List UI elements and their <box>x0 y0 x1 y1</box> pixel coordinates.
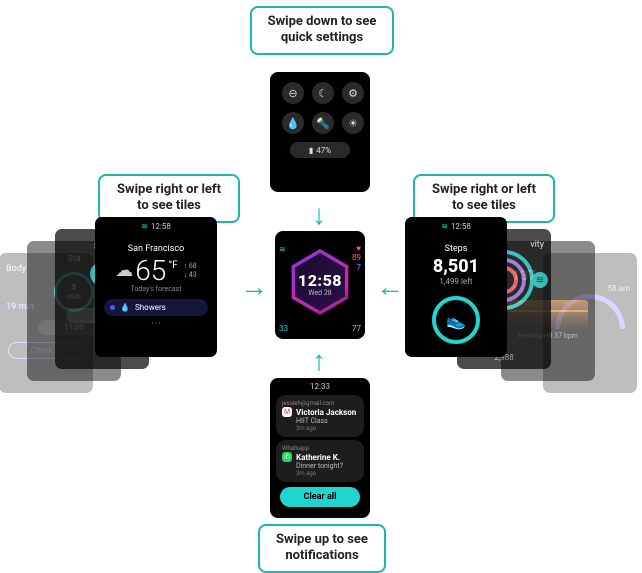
weather-hilo: ↑ 68 ↓ 43 <box>180 262 197 279</box>
gmail-icon: M <box>282 407 292 417</box>
battery-label: 47% <box>316 146 331 155</box>
wx-signal-icon: ≋ <box>141 222 148 231</box>
qs-water-button[interactable]: 💧 <box>282 112 304 134</box>
caption-bottom: Swipe up to see notifications <box>258 524 386 573</box>
arrow-right-icon: → <box>240 270 268 303</box>
cloud-icon: ☁ <box>115 260 133 281</box>
nt-subtitle: HIIT Class <box>296 417 358 425</box>
qs-dnd-button[interactable]: ⊖ <box>282 82 304 104</box>
nt-time: 3m ago <box>296 470 358 477</box>
heart-icon: ♥ <box>356 244 361 253</box>
battery-pill[interactable]: ▮ 47% <box>290 142 350 158</box>
clear-all-button[interactable]: Clear all <box>280 487 360 507</box>
tiles-left-stack: Body 19 min Check in Sta 5 min 11:00 Sta… <box>0 218 240 383</box>
shoe-icon: 👟 <box>446 311 466 330</box>
activity-title: vity <box>530 240 544 250</box>
weather-deg: °F <box>168 254 177 271</box>
steps-title: Steps <box>406 232 506 254</box>
tiles-right-stack: 58 am 137 in Resting HR 57 bpm vity ≋ 2,… <box>402 218 642 383</box>
wf-time: 12:58 <box>275 271 365 290</box>
notification-card[interactable]: Whatsapp ✆ Katherine K. Dinner tonight? … <box>276 440 364 482</box>
qs-brightness-button[interactable]: ☀ <box>342 112 364 134</box>
wf-heart-rate: ♥ 89 <box>352 245 361 263</box>
wf-cal: 77 <box>352 324 361 333</box>
tile-steps[interactable]: ≋ 12:58 Steps 8,501 1,499 left 👟 <box>406 218 506 356</box>
nt-time: 3m ago <box>296 425 358 432</box>
quick-settings-screen: ⊖ ☾ ⚙ 💧 🔦 ☀ ▮ 47% <box>270 72 370 192</box>
qs-sleep-button[interactable]: ☾ <box>312 82 334 104</box>
arrow-down-icon: ↓ <box>312 198 326 231</box>
wf-signal-icon: ≋ <box>279 245 286 254</box>
weather-forecast-pill[interactable]: 💧 Showers <box>104 299 208 316</box>
sleep-time: 58 am <box>608 284 630 293</box>
wf-floors: 7 <box>357 263 362 272</box>
rain-icon: 💧 <box>120 303 130 312</box>
nt-status-time: 12:33 <box>310 382 330 391</box>
nt-title: Katherine K. <box>296 453 340 462</box>
tile-weather[interactable]: ≋ 12:58 San Francisco ☁ 65 °F ↑ 68 ↓ 43 … <box>96 218 216 356</box>
notifications-screen: 12:33 jessieh@gmail.com M Victoria Jacks… <box>270 378 370 518</box>
whatsapp-icon: ✆ <box>282 452 292 462</box>
wf-date: Wed 28 <box>275 289 365 297</box>
steps-ring: 👟 <box>432 296 480 344</box>
battery-icon: ▮ <box>309 146 313 155</box>
forecast-label: Showers <box>135 303 166 312</box>
caption-left: Swipe right or left to see tiles <box>98 174 240 223</box>
steps-remaining: 1,499 left <box>406 277 506 286</box>
steps-count: 8,501 <box>406 256 506 277</box>
notification-card[interactable]: jessieh@gmail.com M Victoria Jackson HII… <box>276 395 364 437</box>
arrow-left-icon: ← <box>376 270 404 303</box>
wx-status-time: 12:58 <box>151 222 171 231</box>
arrow-up-icon: ↑ <box>312 344 326 377</box>
nt-from: Whatsapp <box>282 445 358 452</box>
steps-status-time: 12:58 <box>451 222 471 231</box>
activity-badge-icon: ≋ <box>532 272 548 288</box>
steps-signal-icon: ≋ <box>441 222 448 231</box>
pager-dot-icon <box>110 305 115 310</box>
caption-top: Swipe down to see quick settings <box>250 6 394 55</box>
wf-zone-min: 33 <box>279 324 288 333</box>
qs-settings-button[interactable]: ⚙ <box>342 82 364 104</box>
caption-right: Swipe right or left to see tiles <box>413 174 555 223</box>
nt-title: Victoria Jackson <box>296 408 356 417</box>
watch-face[interactable]: ≋ 12:58 Wed 28 ♥ 89 7 33 77 <box>275 231 365 339</box>
wf-hr-value: 89 <box>352 253 361 262</box>
weather-temp: 65 <box>135 254 166 287</box>
nt-subtitle: Dinner tonight? <box>296 462 358 470</box>
more-icon[interactable]: ⋯ <box>96 318 216 329</box>
weather-subtitle: Today's forecast <box>96 285 216 293</box>
weather-city: San Francisco <box>96 232 216 254</box>
nt-from: jessieh@gmail.com <box>282 400 358 407</box>
qs-flashlight-button[interactable]: 🔦 <box>312 112 334 134</box>
